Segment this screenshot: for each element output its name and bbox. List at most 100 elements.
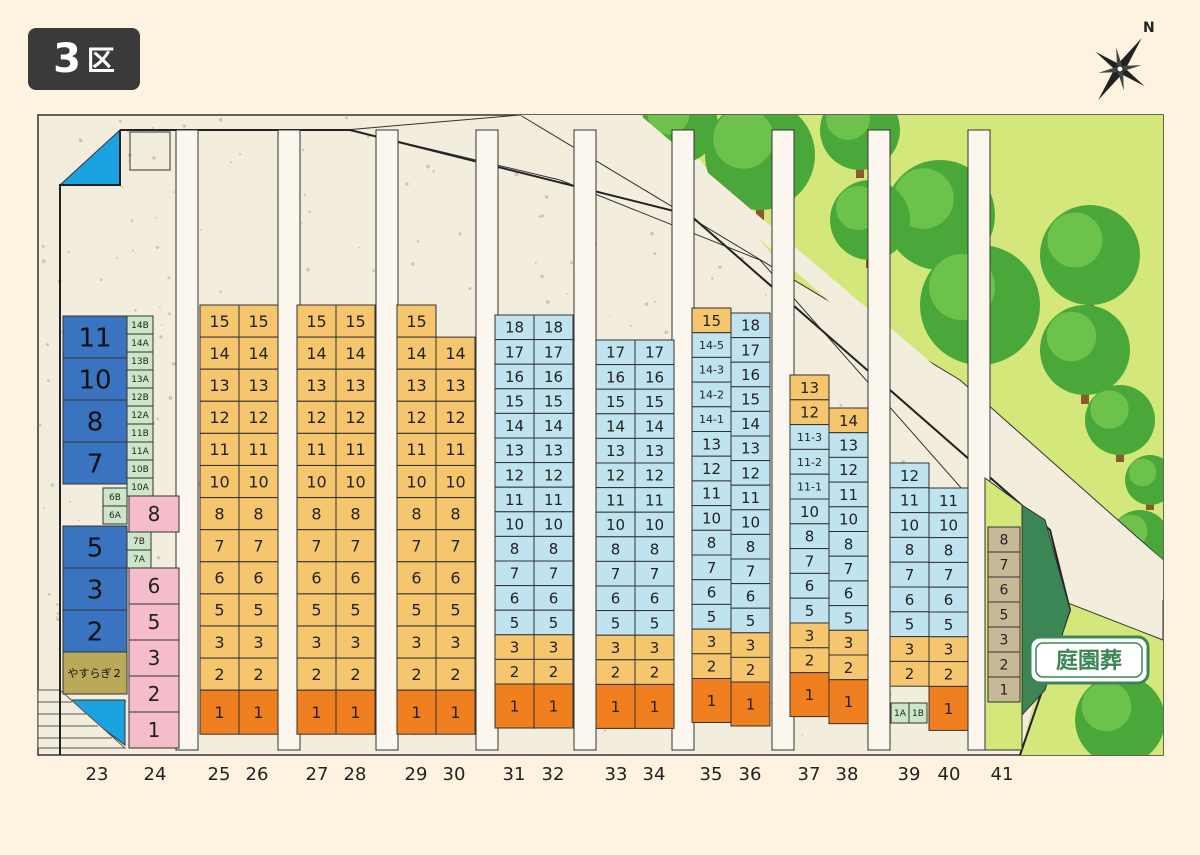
plot-39-3[interactable]: 3 xyxy=(889,636,930,662)
plot-30-11[interactable]: 11 xyxy=(435,432,476,466)
plot-27-13[interactable]: 13 xyxy=(296,368,337,402)
plot-24-3[interactable]: 3 xyxy=(128,639,180,677)
plot-29-1[interactable]: 1 xyxy=(396,689,437,735)
plot-36-11[interactable]: 11 xyxy=(730,484,771,511)
plot-23-10A[interactable]: 10A xyxy=(126,477,154,497)
plot-38-12[interactable]: 12 xyxy=(828,456,869,483)
plot-31-17[interactable]: 17 xyxy=(494,339,535,365)
plot-28-14[interactable]: 14 xyxy=(335,336,376,370)
plot-35-11[interactable]: 11 xyxy=(691,480,732,507)
plot-35-7[interactable]: 7 xyxy=(691,554,732,581)
plot-36-17[interactable]: 17 xyxy=(730,337,771,363)
plot-23-7[interactable]: 7 xyxy=(62,441,128,485)
plot-36-5[interactable]: 5 xyxy=(730,607,771,634)
plot-23-13A[interactable]: 13A xyxy=(126,369,154,389)
plot-33-10[interactable]: 10 xyxy=(595,511,636,538)
plot-30-2[interactable]: 2 xyxy=(435,657,476,691)
plot-40-11[interactable]: 11 xyxy=(928,487,969,514)
plot-26-13[interactable]: 13 xyxy=(238,368,279,402)
plot-30-5[interactable]: 5 xyxy=(435,593,476,627)
plot-26-10[interactable]: 10 xyxy=(238,465,279,498)
plot-39-10[interactable]: 10 xyxy=(889,512,930,538)
plot-30-3[interactable]: 3 xyxy=(435,625,476,659)
plot-31-12[interactable]: 12 xyxy=(494,462,535,488)
plot-36-16[interactable]: 16 xyxy=(730,361,771,388)
plot-39-2[interactable]: 2 xyxy=(889,660,930,687)
plot-40-5[interactable]: 5 xyxy=(928,611,969,638)
plot-41-8[interactable]: 8 xyxy=(987,526,1021,553)
plot-28-7[interactable]: 7 xyxy=(335,529,376,563)
plot-35-14-3[interactable]: 14-3 xyxy=(691,356,732,383)
plot-35-12[interactable]: 12 xyxy=(691,455,732,482)
plot-28-8[interactable]: 8 xyxy=(335,497,376,531)
plot-33-2[interactable]: 2 xyxy=(595,659,636,685)
plot-33-13[interactable]: 13 xyxy=(595,437,636,464)
plot-40-10[interactable]: 10 xyxy=(928,512,969,539)
plot-35-8[interactable]: 8 xyxy=(691,529,732,556)
plot-29-3[interactable]: 3 xyxy=(396,625,437,659)
plot-34-15[interactable]: 15 xyxy=(634,388,675,415)
plot-32-8[interactable]: 8 xyxy=(533,535,574,562)
plot-36-10[interactable]: 10 xyxy=(730,509,771,535)
plot-34-12[interactable]: 12 xyxy=(634,462,675,489)
plot-40-2[interactable]: 2 xyxy=(928,661,969,687)
plot-29-15[interactable]: 15 xyxy=(396,304,437,338)
plot-38-8[interactable]: 8 xyxy=(828,531,869,557)
plot-29-6[interactable]: 6 xyxy=(396,561,437,595)
plot-26-8[interactable]: 8 xyxy=(238,497,279,531)
plot-29-12[interactable]: 12 xyxy=(396,400,437,434)
plot-36-15[interactable]: 15 xyxy=(730,386,771,412)
plot-27-12[interactable]: 12 xyxy=(296,400,337,434)
plot-23-6B[interactable]: 6B xyxy=(102,487,128,507)
plot-37-12[interactable]: 12 xyxy=(789,399,830,426)
plot-26-2[interactable]: 2 xyxy=(238,657,279,691)
plot-32-3[interactable]: 3 xyxy=(533,634,574,660)
plot-25-15[interactable]: 15 xyxy=(199,304,240,338)
plot-31-1[interactable]: 1 xyxy=(494,683,535,729)
plot-37-8[interactable]: 8 xyxy=(789,523,830,550)
plot-34-14[interactable]: 14 xyxy=(634,413,675,439)
plot-32-17[interactable]: 17 xyxy=(533,339,574,365)
plot-40-6[interactable]: 6 xyxy=(928,586,969,613)
plot-34-7[interactable]: 7 xyxy=(634,560,675,587)
plot-30-14[interactable]: 14 xyxy=(435,336,476,370)
plot-27-11[interactable]: 11 xyxy=(296,432,337,466)
plot-27-14[interactable]: 14 xyxy=(296,336,337,370)
plot-37-2[interactable]: 2 xyxy=(789,647,830,674)
plot-32-1[interactable]: 1 xyxy=(533,683,574,729)
plot-37-10[interactable]: 10 xyxy=(789,498,830,525)
plot-29-2[interactable]: 2 xyxy=(396,657,437,691)
plot-27-7[interactable]: 7 xyxy=(296,529,337,563)
plot-23-yasuragi[interactable]: やすらぎ２ xyxy=(62,651,128,695)
plot-26-11[interactable]: 11 xyxy=(238,432,279,466)
plot-28-5[interactable]: 5 xyxy=(335,593,376,627)
plot-35-14-1[interactable]: 14-1 xyxy=(691,406,732,432)
plot-31-14[interactable]: 14 xyxy=(494,412,535,439)
plot-34-1[interactable]: 1 xyxy=(634,683,675,729)
plot-26-5[interactable]: 5 xyxy=(238,593,279,627)
plot-39-6[interactable]: 6 xyxy=(889,586,930,613)
plot-28-2[interactable]: 2 xyxy=(335,657,376,691)
plot-33-12[interactable]: 12 xyxy=(595,462,636,489)
plot-37-3[interactable]: 3 xyxy=(789,622,830,649)
plot-40-3[interactable]: 3 xyxy=(928,636,969,663)
plot-26-7[interactable]: 7 xyxy=(238,529,279,563)
plot-36-18[interactable]: 18 xyxy=(730,312,771,339)
plot-39-7[interactable]: 7 xyxy=(889,561,930,588)
plot-39-1A[interactable]: 1A xyxy=(890,702,910,724)
plot-35-2[interactable]: 2 xyxy=(691,653,732,679)
plot-32-14[interactable]: 14 xyxy=(533,412,574,439)
plot-39-5[interactable]: 5 xyxy=(889,611,930,638)
plot-25-5[interactable]: 5 xyxy=(199,593,240,627)
plot-41-6[interactable]: 6 xyxy=(987,576,1021,603)
plot-23-8[interactable]: 8 xyxy=(62,399,128,443)
plot-37-1[interactable]: 1 xyxy=(789,672,830,718)
plot-38-10[interactable]: 10 xyxy=(828,506,869,532)
plot-23-7A[interactable]: 7A xyxy=(126,549,152,569)
plot-35-6[interactable]: 6 xyxy=(691,579,732,605)
plot-31-11[interactable]: 11 xyxy=(494,486,535,513)
plot-27-3[interactable]: 3 xyxy=(296,625,337,659)
plot-29-14[interactable]: 14 xyxy=(396,336,437,370)
plot-34-3[interactable]: 3 xyxy=(634,634,675,661)
plot-26-14[interactable]: 14 xyxy=(238,336,279,370)
